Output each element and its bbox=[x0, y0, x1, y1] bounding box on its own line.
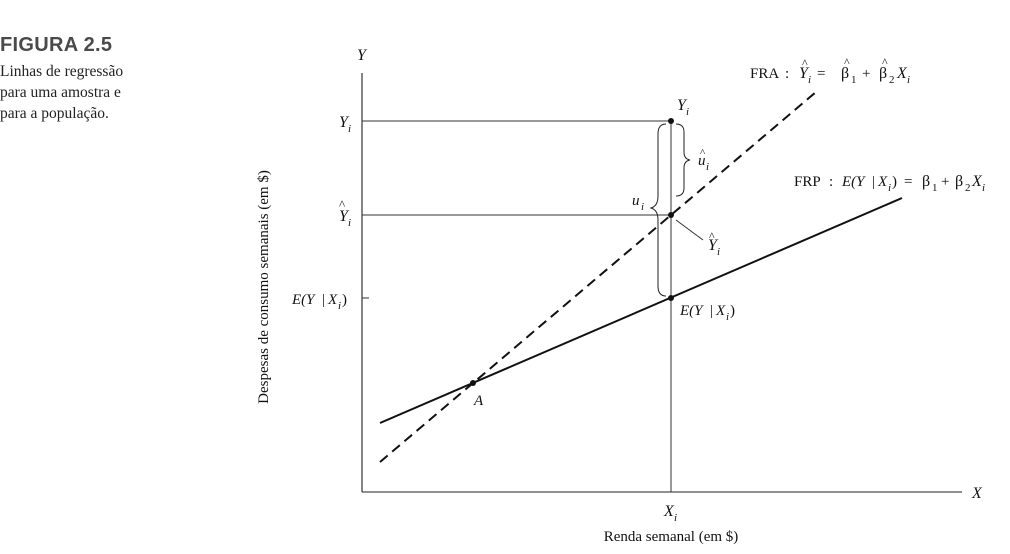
y-axis-letter: Y bbox=[357, 47, 368, 64]
svg-text:E(Y: E(Y bbox=[679, 303, 704, 319]
svg-text:Y: Y bbox=[677, 97, 688, 114]
sample-line-name: FRA bbox=[750, 66, 779, 82]
residual-hat-brace bbox=[675, 123, 691, 197]
svg-text:X: X bbox=[896, 65, 908, 82]
svg-text:|: | bbox=[872, 174, 875, 190]
svg-text:^: ^ bbox=[802, 56, 808, 70]
svg-text:E(Y: E(Y bbox=[841, 174, 866, 190]
point-a bbox=[470, 380, 476, 386]
point-eyx-label: E(Y | X i ) bbox=[679, 303, 735, 323]
svg-text:|: | bbox=[322, 292, 325, 308]
svg-text:i: i bbox=[706, 161, 709, 173]
svg-text:i: i bbox=[348, 123, 351, 135]
svg-text:^: ^ bbox=[844, 55, 850, 69]
svg-text:i: i bbox=[982, 182, 985, 194]
svg-text:i: i bbox=[686, 106, 689, 118]
residual-label: u i bbox=[632, 193, 644, 213]
sample-line-equation: FRA : ^ Y i = ^ β 1 + ^ β 2 X i bbox=[750, 55, 910, 86]
svg-text:Y: Y bbox=[339, 208, 350, 225]
x-axis-letter: X bbox=[971, 485, 983, 502]
point-yhat-label: ^ Y i bbox=[675, 219, 720, 258]
svg-text:X: X bbox=[663, 503, 675, 520]
figure-label: FIGURA 2.5 bbox=[0, 34, 113, 56]
svg-text:^: ^ bbox=[882, 55, 888, 69]
population-line-equation: FRP : E(Y | X i ) = β 1 + β 2 X i bbox=[794, 173, 985, 194]
svg-text::: : bbox=[785, 66, 789, 82]
svg-text:^: ^ bbox=[700, 147, 706, 159]
point-yi bbox=[668, 118, 674, 124]
svg-text:i: i bbox=[808, 74, 811, 86]
sample-regression-line bbox=[379, 91, 817, 463]
svg-text:1: 1 bbox=[932, 182, 938, 194]
population-regression-line bbox=[379, 197, 903, 424]
residual-brace bbox=[649, 123, 667, 297]
svg-text:1: 1 bbox=[851, 74, 857, 86]
svg-text:=: = bbox=[904, 174, 912, 190]
population-line-name: FRP bbox=[794, 174, 821, 190]
caption-line-2: para uma amostra e bbox=[0, 84, 121, 101]
svg-text:β: β bbox=[841, 65, 849, 82]
svg-text:^: ^ bbox=[709, 229, 715, 243]
svg-text:+: + bbox=[941, 174, 949, 190]
svg-text:i: i bbox=[907, 74, 910, 86]
svg-text:Y: Y bbox=[339, 114, 350, 131]
svg-text:X: X bbox=[877, 174, 888, 190]
svg-text:i: i bbox=[641, 201, 644, 213]
svg-text:^: ^ bbox=[339, 197, 345, 212]
svg-text:): ) bbox=[730, 303, 735, 319]
y-axis-title: Despesas de consumo semanais (em $) bbox=[256, 170, 272, 404]
caption-line-1: Linhas de regressão bbox=[0, 63, 124, 80]
svg-text:2: 2 bbox=[965, 182, 971, 194]
svg-text:Y: Y bbox=[799, 65, 810, 82]
svg-text:i: i bbox=[674, 512, 677, 524]
y-tick-yhat: ^ Y i bbox=[339, 197, 351, 229]
svg-text:): ) bbox=[342, 292, 347, 308]
point-a-label: A bbox=[473, 393, 484, 409]
y-tick-eyx: E(Y | X i ) bbox=[291, 292, 347, 312]
svg-text:X: X bbox=[971, 173, 983, 190]
y-tick-yi: Y i bbox=[339, 114, 351, 135]
point-eyx bbox=[668, 295, 674, 301]
svg-text:Y: Y bbox=[708, 237, 719, 254]
svg-text:u: u bbox=[698, 153, 706, 169]
svg-text:2: 2 bbox=[889, 74, 895, 86]
svg-text:|: | bbox=[710, 303, 713, 319]
svg-text::: : bbox=[829, 174, 833, 190]
svg-text:+: + bbox=[862, 66, 870, 82]
svg-text:i: i bbox=[338, 300, 341, 312]
residual-hat-label: ^ u i bbox=[698, 147, 709, 173]
svg-text:β: β bbox=[879, 65, 887, 82]
svg-text:=: = bbox=[817, 66, 825, 82]
svg-text:u: u bbox=[632, 193, 640, 209]
figure-description: Linhas de regressão para uma amostra e par… bbox=[0, 61, 200, 124]
x-tick-xi: X i bbox=[663, 503, 677, 524]
svg-text:i: i bbox=[726, 311, 729, 323]
point-yhat bbox=[668, 212, 674, 218]
point-yi-label: Y i bbox=[677, 97, 689, 118]
svg-text:X: X bbox=[715, 303, 726, 319]
svg-text:): ) bbox=[892, 174, 897, 190]
caption-line-3: para a população. bbox=[0, 105, 109, 122]
svg-text:E(Y: E(Y bbox=[291, 292, 316, 308]
svg-text:X: X bbox=[327, 292, 338, 308]
svg-text:β: β bbox=[922, 173, 930, 190]
x-axis-title: Renda semanal (em $) bbox=[604, 529, 739, 545]
figure-caption: FIGURA 2.5 Linhas de regressão para uma a… bbox=[0, 34, 200, 124]
svg-text:i: i bbox=[348, 217, 351, 229]
svg-text:β: β bbox=[955, 173, 963, 190]
svg-text:i: i bbox=[888, 182, 891, 194]
svg-text:i: i bbox=[717, 246, 720, 258]
